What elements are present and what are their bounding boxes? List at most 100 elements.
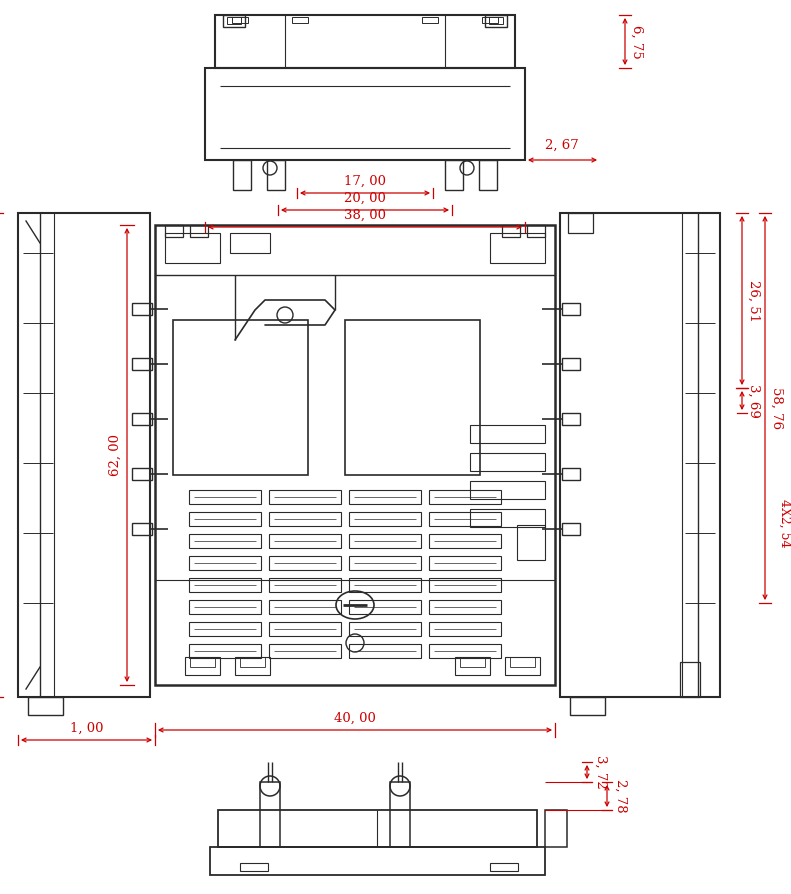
Text: 62, 00: 62, 00	[109, 434, 122, 476]
Bar	[505, 657, 540, 675]
Bar	[18, 213, 150, 697]
Text: 2, 67: 2, 67	[545, 139, 579, 152]
Bar	[190, 657, 215, 667]
Bar	[269, 600, 341, 614]
Bar	[510, 657, 535, 667]
Text: 3, 72: 3, 72	[594, 755, 607, 789]
Bar	[349, 512, 421, 526]
Bar	[349, 600, 421, 614]
Bar	[189, 600, 261, 614]
Bar	[429, 644, 501, 658]
Bar	[568, 213, 593, 233]
Text: 58, 76: 58, 76	[770, 387, 783, 429]
Bar	[269, 622, 341, 636]
Bar	[502, 225, 520, 237]
Bar	[470, 481, 545, 499]
Bar	[455, 657, 490, 675]
Bar	[230, 233, 270, 253]
Bar	[517, 525, 545, 560]
Text: 20, 00: 20, 00	[344, 192, 386, 205]
Bar	[390, 782, 410, 847]
Bar	[132, 523, 152, 535]
Bar	[349, 578, 421, 592]
Bar	[269, 556, 341, 570]
Bar	[429, 578, 501, 592]
Bar	[269, 534, 341, 548]
Bar	[489, 17, 503, 24]
Bar	[155, 225, 555, 685]
Bar	[233, 160, 251, 190]
Bar	[429, 556, 501, 570]
Bar	[429, 622, 501, 636]
Bar	[560, 213, 720, 697]
Bar	[28, 697, 63, 715]
Bar	[422, 17, 438, 23]
Bar	[269, 578, 341, 592]
Bar	[527, 225, 545, 237]
Bar	[223, 15, 245, 27]
Bar	[189, 556, 261, 570]
Bar	[562, 468, 580, 480]
Bar	[240, 657, 265, 667]
Bar	[470, 509, 545, 527]
Bar	[429, 512, 501, 526]
Text: 3, 69: 3, 69	[747, 384, 760, 417]
Bar	[132, 468, 152, 480]
Bar	[269, 490, 341, 504]
Bar	[173, 320, 308, 475]
Bar	[345, 320, 480, 475]
Bar	[165, 225, 183, 237]
Bar	[470, 425, 545, 443]
Text: 1, 00: 1, 00	[70, 722, 104, 735]
Bar	[132, 358, 152, 370]
Bar	[240, 863, 268, 871]
Bar	[349, 556, 421, 570]
Bar	[429, 600, 501, 614]
Text: 6, 75: 6, 75	[630, 25, 643, 58]
Bar	[479, 160, 497, 190]
Bar	[490, 863, 518, 871]
Bar	[132, 303, 152, 315]
Bar	[349, 490, 421, 504]
Bar	[490, 233, 545, 263]
Bar	[227, 17, 241, 24]
Bar	[349, 622, 421, 636]
Bar	[189, 512, 261, 526]
Bar	[218, 810, 537, 847]
Bar	[260, 782, 280, 847]
Bar	[189, 490, 261, 504]
Bar	[482, 17, 498, 23]
Bar	[210, 847, 545, 875]
Bar	[232, 17, 248, 23]
Bar	[189, 578, 261, 592]
Bar	[267, 160, 285, 190]
Bar	[562, 413, 580, 425]
Bar	[215, 15, 515, 68]
Text: 38, 00: 38, 00	[344, 209, 386, 222]
Bar	[205, 68, 525, 160]
Bar	[349, 534, 421, 548]
Text: 2, 78: 2, 78	[614, 780, 627, 813]
Bar	[562, 303, 580, 315]
Bar	[185, 657, 220, 675]
Bar	[165, 233, 220, 263]
Bar	[680, 662, 700, 697]
Bar	[269, 644, 341, 658]
Bar	[562, 523, 580, 535]
Bar	[485, 15, 507, 27]
Bar	[132, 413, 152, 425]
Text: 40, 00: 40, 00	[334, 712, 376, 725]
Bar	[292, 17, 308, 23]
Bar	[562, 358, 580, 370]
Bar	[269, 512, 341, 526]
Bar	[189, 534, 261, 548]
Text: 17, 00: 17, 00	[344, 175, 386, 188]
Bar	[190, 225, 208, 237]
Bar	[189, 622, 261, 636]
Bar	[470, 453, 545, 471]
Bar	[545, 810, 567, 847]
Bar	[235, 657, 270, 675]
Bar	[429, 490, 501, 504]
Bar	[429, 534, 501, 548]
Bar	[445, 160, 463, 190]
